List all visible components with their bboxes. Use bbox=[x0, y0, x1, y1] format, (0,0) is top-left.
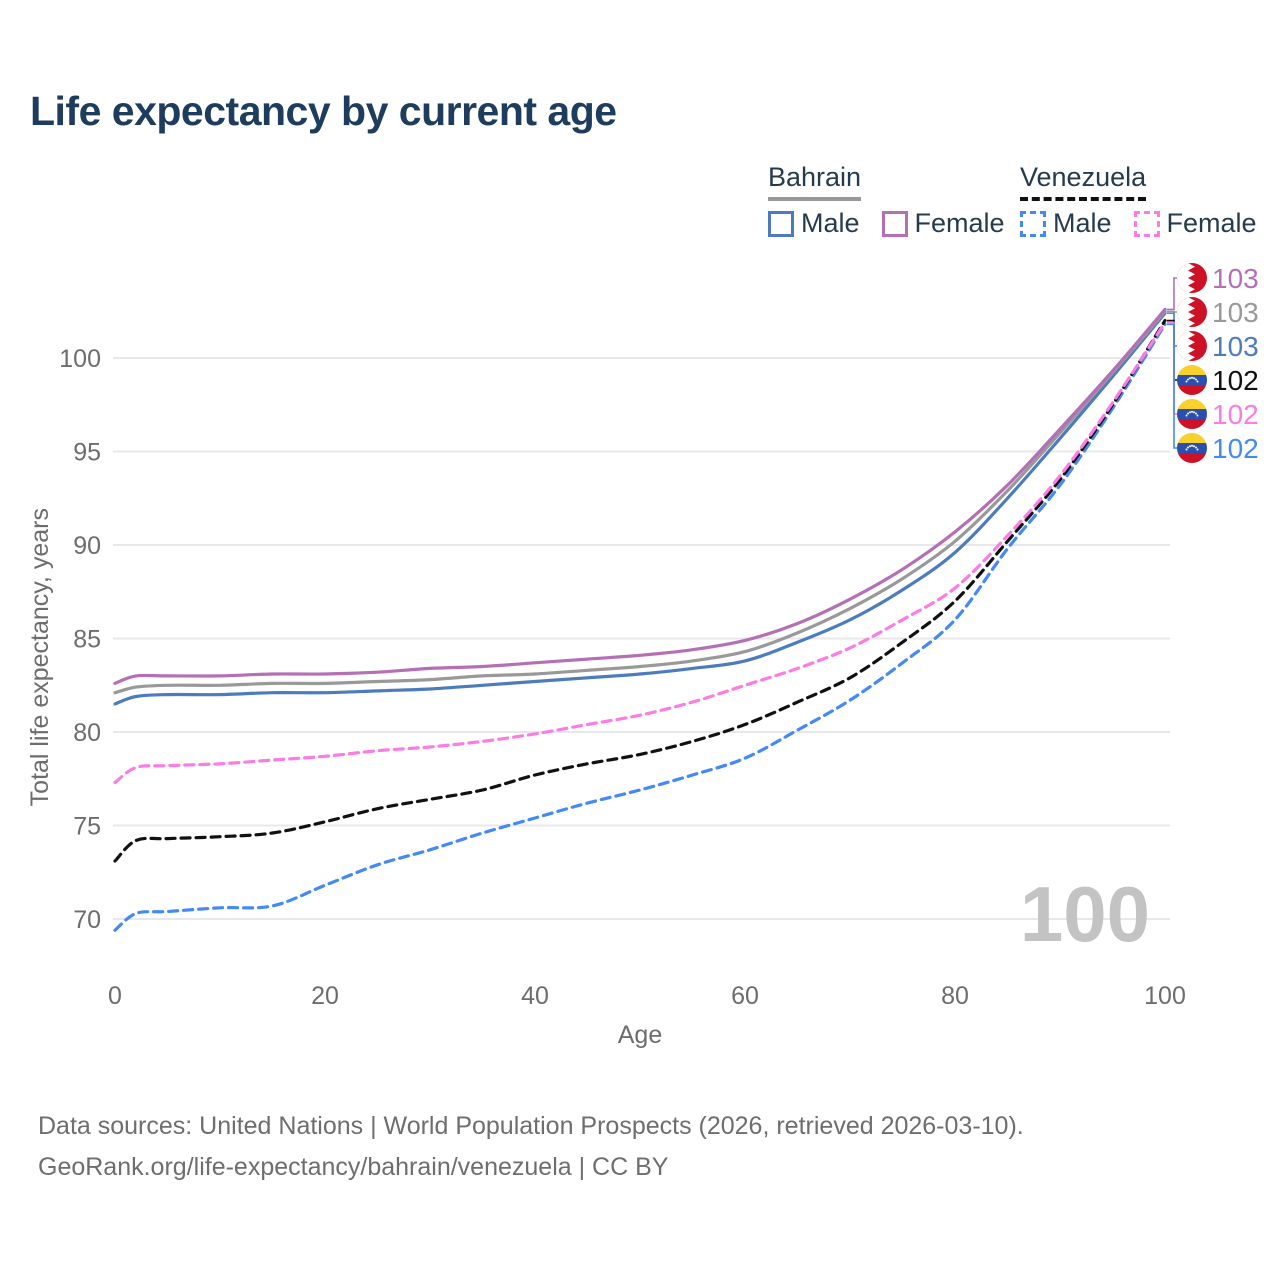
legend-item-label: Female bbox=[914, 208, 1005, 238]
x-tick-0: 0 bbox=[108, 982, 122, 1010]
legend-item-label: Female bbox=[1166, 208, 1257, 238]
legend-item-label: Male bbox=[801, 208, 860, 238]
y-tick-85: 85 bbox=[73, 626, 101, 654]
end-label-value: 102 bbox=[1212, 433, 1259, 464]
y-tick-95: 95 bbox=[73, 439, 101, 467]
end-label-value: 102 bbox=[1212, 365, 1259, 396]
series-line-venezuela-female[interactable] bbox=[113, 320, 1167, 785]
bahrain-male-swatch-icon bbox=[768, 210, 794, 237]
axes: 70 75 80 85 90 95 100 0 20 40 60 80 100 Age Total life… bbox=[26, 345, 1186, 1049]
end-label-connector bbox=[1167, 277, 1179, 311]
series-line-venezuela-male[interactable] bbox=[113, 322, 1167, 932]
end-label-value: 102 bbox=[1212, 399, 1259, 430]
bahrain-female-swatch-icon bbox=[881, 210, 908, 237]
end-label-value: 103 bbox=[1212, 263, 1259, 294]
bahrain-flag-icon bbox=[1177, 331, 1207, 361]
end-label-connector bbox=[1167, 310, 1179, 313]
x-tick-100: 100 bbox=[1144, 982, 1186, 1010]
series-line-bahrain-female[interactable] bbox=[113, 307, 1167, 685]
page-title: Life expectancy by current age bbox=[30, 88, 617, 134]
venezuela-female-swatch-icon bbox=[1133, 210, 1160, 237]
y-tick-80: 80 bbox=[73, 719, 101, 747]
legend-item-bahrain-female[interactable]: Female bbox=[881, 208, 1005, 239]
bahrain-flag-icon bbox=[1177, 263, 1207, 293]
watermark-age-100: 100 bbox=[1020, 870, 1150, 958]
legend-item-venezuela-female[interactable]: Female bbox=[1133, 208, 1257, 239]
y-axis-title: Total life expectancy, years bbox=[26, 508, 54, 806]
legend-item-label: Male bbox=[1053, 208, 1112, 238]
series-lines bbox=[113, 307, 1167, 932]
y-tick-70: 70 bbox=[73, 906, 101, 934]
footer-url-line: GeoRank.org/life-expectancy/bahrain/vene… bbox=[38, 1153, 669, 1181]
y-tick-90: 90 bbox=[73, 532, 101, 560]
end-label-value: 103 bbox=[1212, 331, 1259, 362]
end-label-connector bbox=[1167, 312, 1179, 347]
footer-source-line: Data sources: United Nations | World Pop… bbox=[38, 1112, 1024, 1140]
legend-group-venezuela: Venezuela Male Female bbox=[1020, 162, 1257, 239]
venezuela-flag-icon bbox=[1177, 399, 1207, 429]
venezuela-flag-icon bbox=[1177, 433, 1207, 463]
venezuela-flag-icon bbox=[1177, 365, 1207, 395]
venezuela-male-swatch-icon bbox=[1020, 210, 1046, 237]
legend-country-bahrain: Bahrain bbox=[768, 162, 862, 201]
gridlines bbox=[113, 357, 1170, 920]
series-line-bahrain-male[interactable] bbox=[113, 311, 1167, 706]
end-label-value: 103 bbox=[1212, 297, 1259, 328]
bahrain-flag-icon bbox=[1177, 297, 1207, 327]
y-tick-75: 75 bbox=[73, 813, 101, 841]
x-axis-title: Age bbox=[618, 1021, 662, 1049]
y-tick-100: 100 bbox=[59, 345, 101, 373]
legend-group-bahrain: Bahrain Male Female bbox=[768, 162, 1005, 239]
legend-item-venezuela-male[interactable]: Male bbox=[1020, 208, 1112, 239]
x-tick-40: 40 bbox=[521, 982, 549, 1010]
end-label-connector bbox=[1167, 321, 1179, 415]
x-tick-80: 80 bbox=[941, 982, 969, 1010]
end-label-connector bbox=[1167, 323, 1179, 449]
watermark: 100 bbox=[1020, 870, 1150, 958]
end-label-connector bbox=[1167, 319, 1179, 381]
legend-country-venezuela: Venezuela bbox=[1020, 162, 1147, 201]
x-tick-60: 60 bbox=[731, 982, 759, 1010]
series-line-venezuela-both-sexes[interactable] bbox=[113, 319, 1167, 863]
legend-item-bahrain-male[interactable]: Male bbox=[768, 208, 860, 239]
x-tick-20: 20 bbox=[311, 982, 339, 1010]
footer: Data sources: United Nations | World Pop… bbox=[38, 1106, 1024, 1188]
series-line-bahrain-both-sexes[interactable] bbox=[113, 309, 1167, 695]
